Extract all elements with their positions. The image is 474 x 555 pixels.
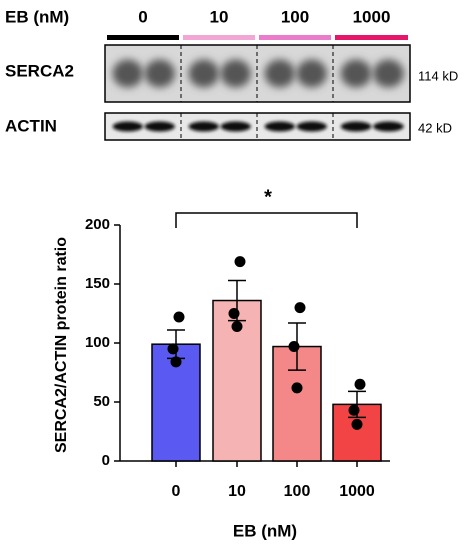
row-size: 114 kD [418,68,458,83]
lane-label: 10 [210,7,229,26]
band [373,59,404,88]
x-tick-label: 0 [172,483,181,500]
band [144,121,175,132]
band [373,121,404,132]
row-label: SERCA2 [5,61,74,80]
row-size: 42 kD [418,120,452,135]
band [296,59,327,88]
band [220,59,251,88]
lane-bar [259,35,331,40]
y-axis-label: SERCA2/ACTIN protein ratio [53,237,70,453]
band [112,59,143,88]
band [264,59,295,88]
data-point [170,356,182,368]
data-point [348,404,360,416]
band [264,121,295,132]
x-axis-label: EB (nM) [233,521,297,540]
blot: 0 10 100 1000 SERCA2 114 kD ACTIN 42 kD [5,7,458,141]
y-tick-label: 100 [85,334,110,351]
data-point [291,382,303,394]
data-point [288,341,300,353]
y-tick-label: 200 [85,216,110,233]
data-point [294,302,306,314]
band [296,121,327,132]
data-point [173,311,185,323]
lane-label: 1000 [353,7,391,26]
x-tick-label: 1000 [339,483,375,500]
lane-label: 0 [138,7,147,26]
lane-label: 100 [281,7,309,26]
band [340,121,372,132]
band [188,121,219,132]
lane-bar [335,35,408,40]
data-point [228,308,240,319]
data-point [351,418,363,430]
y-tick-label: 0 [102,452,110,469]
lane-bar [107,35,179,40]
data-point [231,320,243,332]
significance: * [264,186,272,208]
data-point [234,256,246,268]
x-tick-label: 100 [284,483,311,500]
band [112,121,143,132]
blot-label: EB (nM) [5,7,69,26]
y-tick-label: 50 [93,393,110,410]
band [188,59,219,88]
data-point [167,343,179,355]
row-label: ACTIN [5,116,57,135]
band [220,121,251,132]
data-point [354,378,366,390]
band [144,59,175,88]
significance-bracket [175,212,358,228]
lane-bar [183,35,255,40]
x-tick-label: 10 [228,483,246,500]
y-tick-label: 150 [85,275,110,292]
band [340,59,372,88]
